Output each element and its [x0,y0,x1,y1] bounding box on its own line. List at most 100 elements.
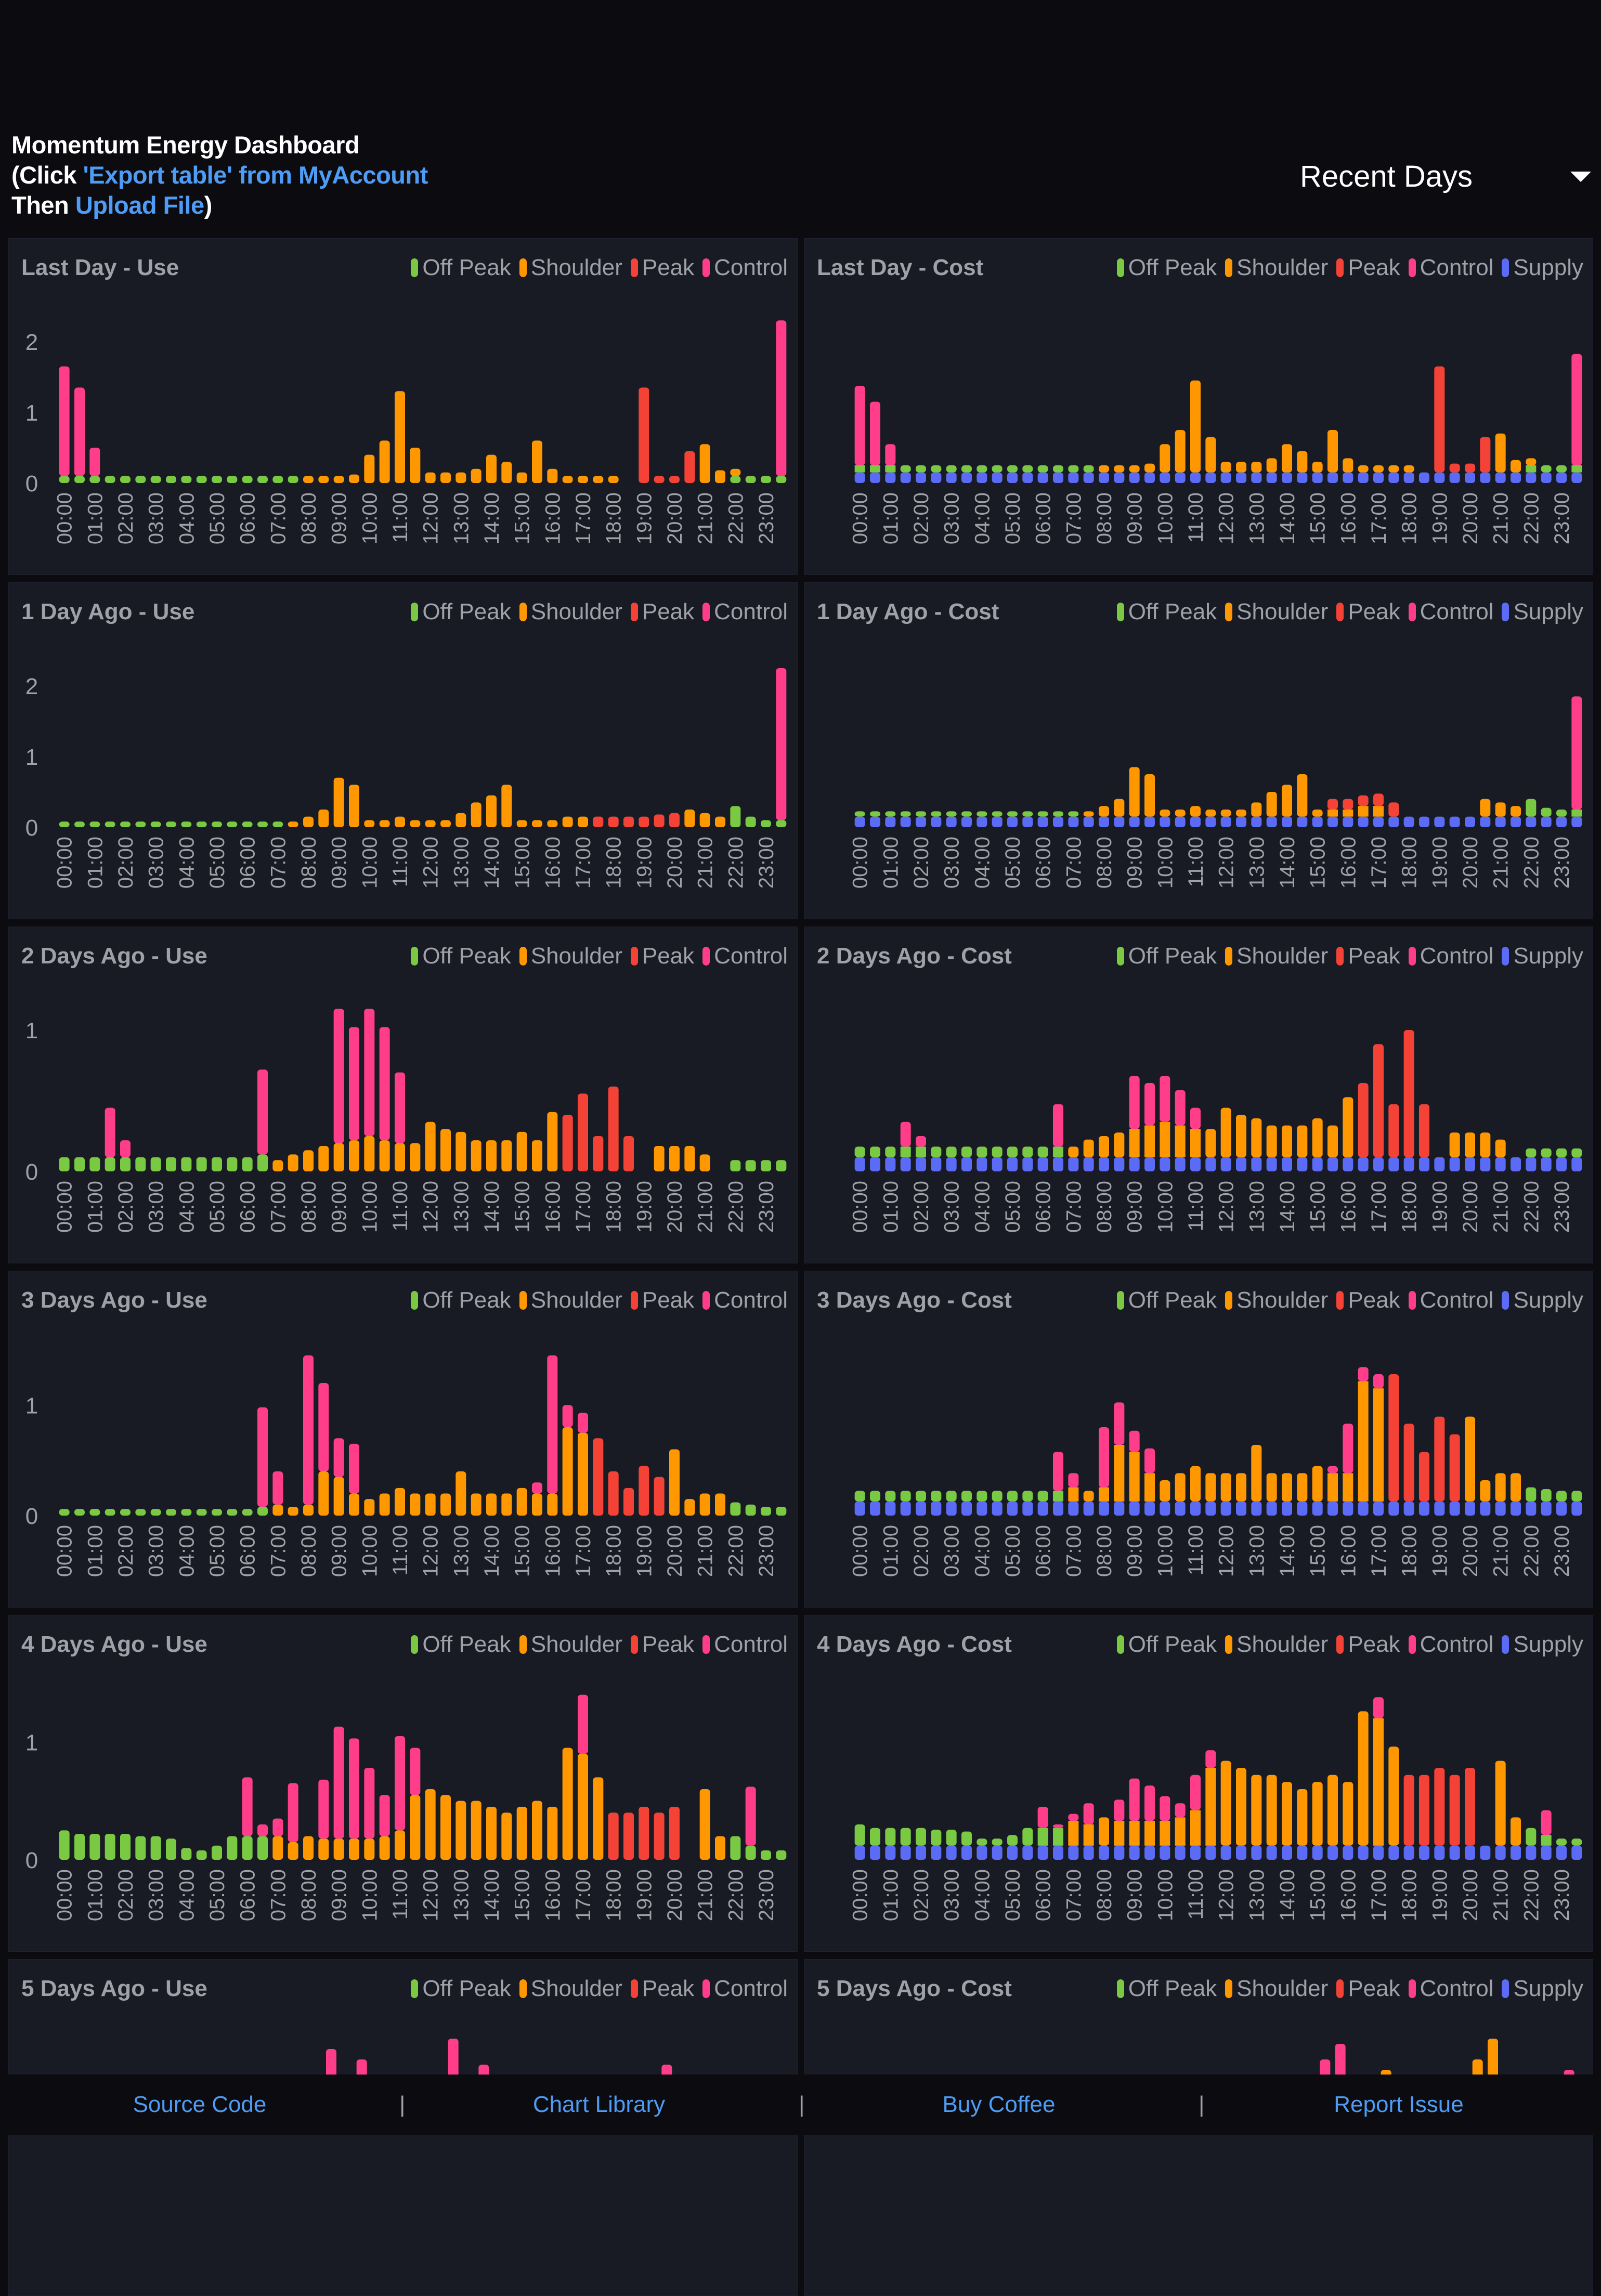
legend-item[interactable]: Supply [1502,255,1583,281]
bar-segment-shoulder [455,1471,466,1516]
legend-item[interactable]: Control [1408,1976,1493,2002]
bar-segment-off-peak [1037,465,1048,473]
bar-segment [1488,2039,1498,2085]
legend-item[interactable]: Peak [630,599,694,625]
footer-link-source-code[interactable]: Source Code [133,2092,267,2117]
chart-title: 1 Day Ago - Cost [817,599,999,624]
legend-item[interactable]: Control [1408,599,1493,625]
legend-item[interactable]: Off Peak [411,599,511,625]
x-tick-label: 13:00 [1245,1525,1268,1577]
legend-label: Control [714,599,788,624]
legend-item[interactable]: Off Peak [1116,943,1217,969]
legend-item[interactable]: Peak [630,1287,694,1313]
legend-item[interactable]: Peak [1336,599,1400,625]
legend-item[interactable]: Peak [1336,943,1400,969]
legend-item[interactable]: Off Peak [411,943,511,969]
legend-item[interactable]: Shoulder [519,943,622,969]
legend-item[interactable]: Shoulder [1225,255,1328,281]
legend-item[interactable]: Shoulder [1225,1287,1328,1313]
bar-segment-shoulder [1220,810,1231,817]
y-tick-label: 0 [25,1159,38,1185]
legend-item[interactable]: Shoulder [519,1287,622,1313]
legend-item[interactable]: Off Peak [411,1976,511,2002]
bar-segment-control [120,1140,131,1157]
date-range-select[interactable]: Recent Days [1300,156,1591,198]
bar-segment-off-peak [992,1146,1003,1157]
legend-item[interactable]: Off Peak [411,255,511,281]
bar-segment-supply [1266,1157,1277,1171]
chevron-down-icon[interactable] [1570,172,1591,182]
bar-segment-supply [1282,1157,1292,1171]
legend-item[interactable]: Shoulder [519,599,622,625]
legend-item[interactable]: Peak [1336,255,1400,281]
legend-item[interactable]: Off Peak [1116,1976,1217,2002]
bar-segment-off-peak [1526,1148,1537,1157]
upload-file-link[interactable]: Upload File [75,191,204,219]
legend-item[interactable]: Control [1408,1287,1493,1313]
bar-segment-supply [1495,816,1506,827]
legend-label: Shoulder [1236,599,1329,624]
legend-item[interactable]: Peak [630,943,694,969]
bar-segment-control [1373,1374,1384,1389]
bar-segment-off-peak [730,1160,741,1171]
bar-segment-supply [992,816,1003,827]
legend-item[interactable]: Control [702,255,788,281]
x-tick-label: 19:00 [1428,837,1451,889]
legend-item[interactable]: Control [702,943,788,969]
bar-segment-control [532,1482,542,1494]
legend-item[interactable]: Off Peak [1116,1632,1217,1658]
bar-segment-control [1571,354,1582,465]
legend-item[interactable]: Control [702,599,788,625]
legend-item[interactable]: Off Peak [1116,599,1217,625]
legend-item[interactable]: Shoulder [1225,943,1328,969]
legend-item[interactable]: Peak [630,1632,694,1658]
legend-item[interactable]: Supply [1502,943,1583,969]
bar-segment-shoulder [1495,433,1506,473]
legend-item[interactable]: Shoulder [1225,599,1328,625]
legend-item[interactable]: Shoulder [1225,1632,1328,1658]
bar-segment-shoulder [1511,1817,1521,1846]
bar-segment-control [900,1121,911,1147]
legend-item[interactable]: Control [702,1632,788,1658]
x-tick-label: 16:00 [541,492,564,544]
legend-item[interactable]: Shoulder [519,255,622,281]
legend-item[interactable]: Peak [1336,1287,1400,1313]
chart-legend: Off Peak Shoulder Peak Control [402,1973,788,2004]
legend-item[interactable]: Control [702,1287,788,1313]
bar-segment-shoulder [1099,806,1109,817]
legend-item[interactable]: Shoulder [519,1976,622,2002]
legend-item[interactable]: Off Peak [411,1287,511,1313]
legend-item[interactable]: Shoulder [519,1632,622,1658]
x-tick-label: 01:00 [84,1181,107,1233]
export-table-link[interactable]: 'Export table' from MyAccount [83,161,428,189]
footer-link-report-issue[interactable]: Report Issue [1334,2092,1464,2117]
legend-item[interactable]: Supply [1502,1976,1583,2002]
x-tick-label: 13:00 [450,1525,473,1577]
legend-item[interactable]: Off Peak [1116,255,1217,281]
legend-item[interactable]: Control [702,1976,788,2002]
bar-segment-supply [1053,1157,1063,1171]
bar-segment-shoulder [1175,1125,1186,1157]
legend-item[interactable]: Control [1408,943,1493,969]
x-tick-label: 08:00 [1093,1181,1116,1233]
bar-segment-supply [1083,1157,1094,1171]
footer-link-buy-coffee[interactable]: Buy Coffee [942,2092,1056,2117]
legend-item[interactable]: Off Peak [1116,1287,1217,1313]
legend-item[interactable]: Peak [630,255,694,281]
bar-segment-supply [1236,1845,1246,1860]
legend-item[interactable]: Control [1408,255,1493,281]
legend-item[interactable]: Shoulder [1225,1976,1328,2002]
legend-item[interactable]: Peak [1336,1976,1400,2002]
bar-segment-off-peak [272,821,283,827]
legend-item[interactable]: Peak [630,1976,694,2002]
legend-item[interactable]: Supply [1502,599,1583,625]
legend-item[interactable]: Control [1408,1632,1493,1658]
legend-item[interactable]: Off Peak [411,1632,511,1658]
footer-link-chart-library[interactable]: Chart Library [532,2092,666,2117]
legend-item[interactable]: Peak [1336,1632,1400,1658]
bar-segment-shoulder [1083,811,1094,817]
bar-segment-control [333,1009,344,1143]
legend-item[interactable]: Supply [1502,1287,1583,1313]
legend-item[interactable]: Supply [1502,1632,1583,1658]
x-tick-label: 18:00 [1398,1525,1421,1577]
